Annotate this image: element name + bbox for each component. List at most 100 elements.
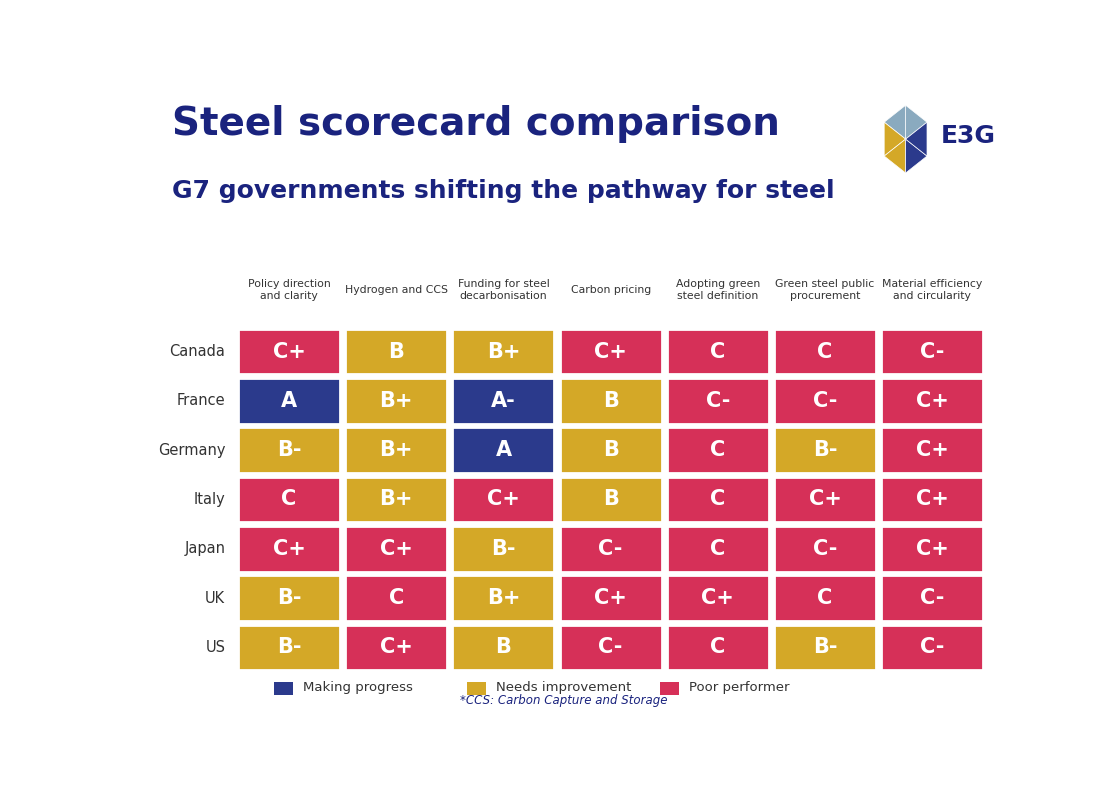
Text: C+: C+: [379, 538, 412, 558]
FancyBboxPatch shape: [468, 682, 486, 695]
FancyBboxPatch shape: [881, 477, 983, 522]
FancyBboxPatch shape: [560, 427, 662, 473]
Text: C+: C+: [915, 440, 948, 460]
FancyBboxPatch shape: [560, 329, 662, 374]
FancyBboxPatch shape: [345, 378, 448, 424]
Text: Canada: Canada: [169, 344, 226, 359]
Text: Hydrogen and CCS: Hydrogen and CCS: [344, 285, 448, 295]
FancyBboxPatch shape: [774, 575, 876, 621]
Text: C: C: [817, 588, 833, 608]
Text: C+: C+: [594, 342, 627, 362]
Text: B-: B-: [277, 638, 301, 658]
FancyBboxPatch shape: [345, 477, 448, 522]
Text: Poor performer: Poor performer: [690, 682, 790, 694]
FancyBboxPatch shape: [345, 329, 448, 374]
FancyBboxPatch shape: [667, 378, 769, 424]
Text: C: C: [282, 490, 297, 510]
Text: Carbon pricing: Carbon pricing: [571, 285, 651, 295]
Text: G7 governments shifting the pathway for steel: G7 governments shifting the pathway for …: [172, 179, 834, 203]
Text: B+: B+: [486, 342, 520, 362]
FancyBboxPatch shape: [774, 378, 876, 424]
FancyBboxPatch shape: [452, 526, 554, 571]
FancyBboxPatch shape: [667, 526, 769, 571]
Text: B+: B+: [379, 391, 412, 411]
FancyBboxPatch shape: [274, 682, 293, 695]
Text: UK: UK: [206, 590, 225, 606]
FancyBboxPatch shape: [560, 378, 662, 424]
Text: Japan: Japan: [185, 542, 226, 556]
Polygon shape: [905, 106, 927, 139]
FancyBboxPatch shape: [452, 575, 554, 621]
Text: US: US: [206, 640, 225, 655]
FancyBboxPatch shape: [881, 526, 983, 571]
FancyBboxPatch shape: [881, 575, 983, 621]
Polygon shape: [884, 139, 905, 173]
Text: Steel scorecard comparison: Steel scorecard comparison: [172, 106, 780, 143]
Text: B-: B-: [277, 440, 301, 460]
FancyBboxPatch shape: [881, 378, 983, 424]
Text: C-: C-: [705, 391, 730, 411]
Text: C: C: [711, 638, 725, 658]
FancyBboxPatch shape: [238, 575, 340, 621]
Text: C+: C+: [808, 490, 842, 510]
Text: B+: B+: [486, 588, 520, 608]
FancyBboxPatch shape: [345, 427, 448, 473]
FancyBboxPatch shape: [238, 526, 340, 571]
Text: B+: B+: [379, 440, 412, 460]
FancyBboxPatch shape: [881, 625, 983, 670]
FancyBboxPatch shape: [560, 526, 662, 571]
FancyBboxPatch shape: [238, 427, 340, 473]
FancyBboxPatch shape: [667, 427, 769, 473]
Text: C-: C-: [598, 538, 623, 558]
FancyBboxPatch shape: [560, 575, 662, 621]
Text: A: A: [495, 440, 512, 460]
FancyBboxPatch shape: [774, 526, 876, 571]
Text: C: C: [388, 588, 404, 608]
FancyBboxPatch shape: [452, 625, 554, 670]
Text: Policy direction
and clarity: Policy direction and clarity: [248, 279, 330, 302]
Text: C: C: [711, 490, 725, 510]
FancyBboxPatch shape: [452, 477, 554, 522]
Text: C-: C-: [920, 342, 944, 362]
Text: B: B: [495, 638, 512, 658]
Text: A-: A-: [491, 391, 516, 411]
Text: Material efficiency
and circularity: Material efficiency and circularity: [882, 279, 982, 302]
FancyBboxPatch shape: [667, 575, 769, 621]
Text: C+: C+: [915, 391, 948, 411]
Text: C-: C-: [920, 588, 944, 608]
FancyBboxPatch shape: [452, 378, 554, 424]
FancyBboxPatch shape: [238, 329, 340, 374]
Text: B: B: [603, 490, 618, 510]
Text: C: C: [711, 440, 725, 460]
Text: B: B: [388, 342, 404, 362]
Text: C+: C+: [594, 588, 627, 608]
Polygon shape: [884, 106, 905, 139]
FancyBboxPatch shape: [238, 625, 340, 670]
FancyBboxPatch shape: [774, 477, 876, 522]
Text: Italy: Italy: [194, 492, 226, 507]
Text: B: B: [603, 391, 618, 411]
Text: C+: C+: [487, 490, 520, 510]
Text: Funding for steel
decarbonisation: Funding for steel decarbonisation: [458, 279, 549, 302]
Text: Green steel public
procurement: Green steel public procurement: [776, 279, 875, 302]
Text: Adopting green
steel definition: Adopting green steel definition: [675, 279, 760, 302]
Text: C-: C-: [598, 638, 623, 658]
Text: B+: B+: [379, 490, 412, 510]
Text: B-: B-: [813, 440, 837, 460]
FancyBboxPatch shape: [560, 625, 662, 670]
Text: C+: C+: [915, 490, 948, 510]
FancyBboxPatch shape: [560, 477, 662, 522]
Text: Needs improvement: Needs improvement: [496, 682, 631, 694]
FancyBboxPatch shape: [660, 682, 679, 695]
Text: Making progress: Making progress: [302, 682, 412, 694]
Polygon shape: [884, 122, 905, 156]
Polygon shape: [905, 122, 927, 156]
Text: Germany: Germany: [157, 442, 226, 458]
Text: E3G: E3G: [940, 124, 996, 148]
FancyBboxPatch shape: [667, 329, 769, 374]
FancyBboxPatch shape: [345, 575, 448, 621]
FancyBboxPatch shape: [452, 329, 554, 374]
Text: C-: C-: [813, 538, 837, 558]
FancyBboxPatch shape: [667, 477, 769, 522]
FancyBboxPatch shape: [345, 625, 448, 670]
